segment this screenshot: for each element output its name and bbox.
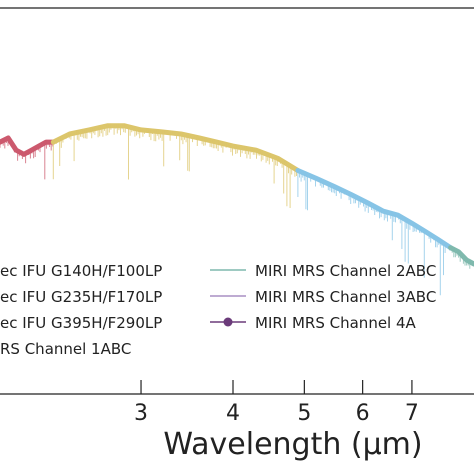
legend: ec IFU G140H/F100LP ec IFU G235H/F170LP ec… bbox=[0, 262, 436, 358]
series-spikes-nirspec-ifu-g140h-f100lp bbox=[0, 136, 54, 180]
legend-label-miri-mrs-channel-4a: MIRI MRS Channel 4A bbox=[255, 314, 417, 332]
legend-label-nirspec-ifu-g395h-f290lp: ec IFU G395H/F290LP bbox=[0, 314, 162, 332]
legend-label-miri-mrs-channel-1abc: RS Channel 1ABC bbox=[0, 340, 131, 358]
series-layer bbox=[0, 123, 474, 296]
x-tick-label-3: 3 bbox=[134, 401, 148, 426]
legend-label-miri-mrs-channel-2abc: MIRI MRS Channel 2ABC bbox=[255, 262, 436, 280]
legend-label-nirspec-ifu-g235h-f170lp: ec IFU G235H/F170LP bbox=[0, 288, 162, 306]
legend-label-miri-mrs-channel-3abc: MIRI MRS Channel 3ABC bbox=[255, 288, 436, 306]
x-tick-label-4: 4 bbox=[226, 401, 240, 426]
series-spikes-nirspec-ifu-g235h-f170lp bbox=[52, 123, 297, 208]
legend-marker-miri-mrs-channel-4a bbox=[223, 317, 233, 327]
series-spikes-miri-mrs-channel-2abc bbox=[450, 245, 474, 269]
x-tick-label-6: 6 bbox=[356, 401, 370, 426]
x-tick-label-5: 5 bbox=[297, 401, 311, 426]
series-spikes-miri-mrs-channel-1abc bbox=[297, 168, 451, 296]
x-tick-layer: 3 4 5 6 7 bbox=[134, 380, 419, 426]
x-axis-label: Wavelength (μm) bbox=[163, 427, 422, 462]
legend-label-nirspec-ifu-g140h-f100lp: ec IFU G140H/F100LP bbox=[0, 262, 162, 280]
x-tick-label-7: 7 bbox=[405, 401, 419, 426]
